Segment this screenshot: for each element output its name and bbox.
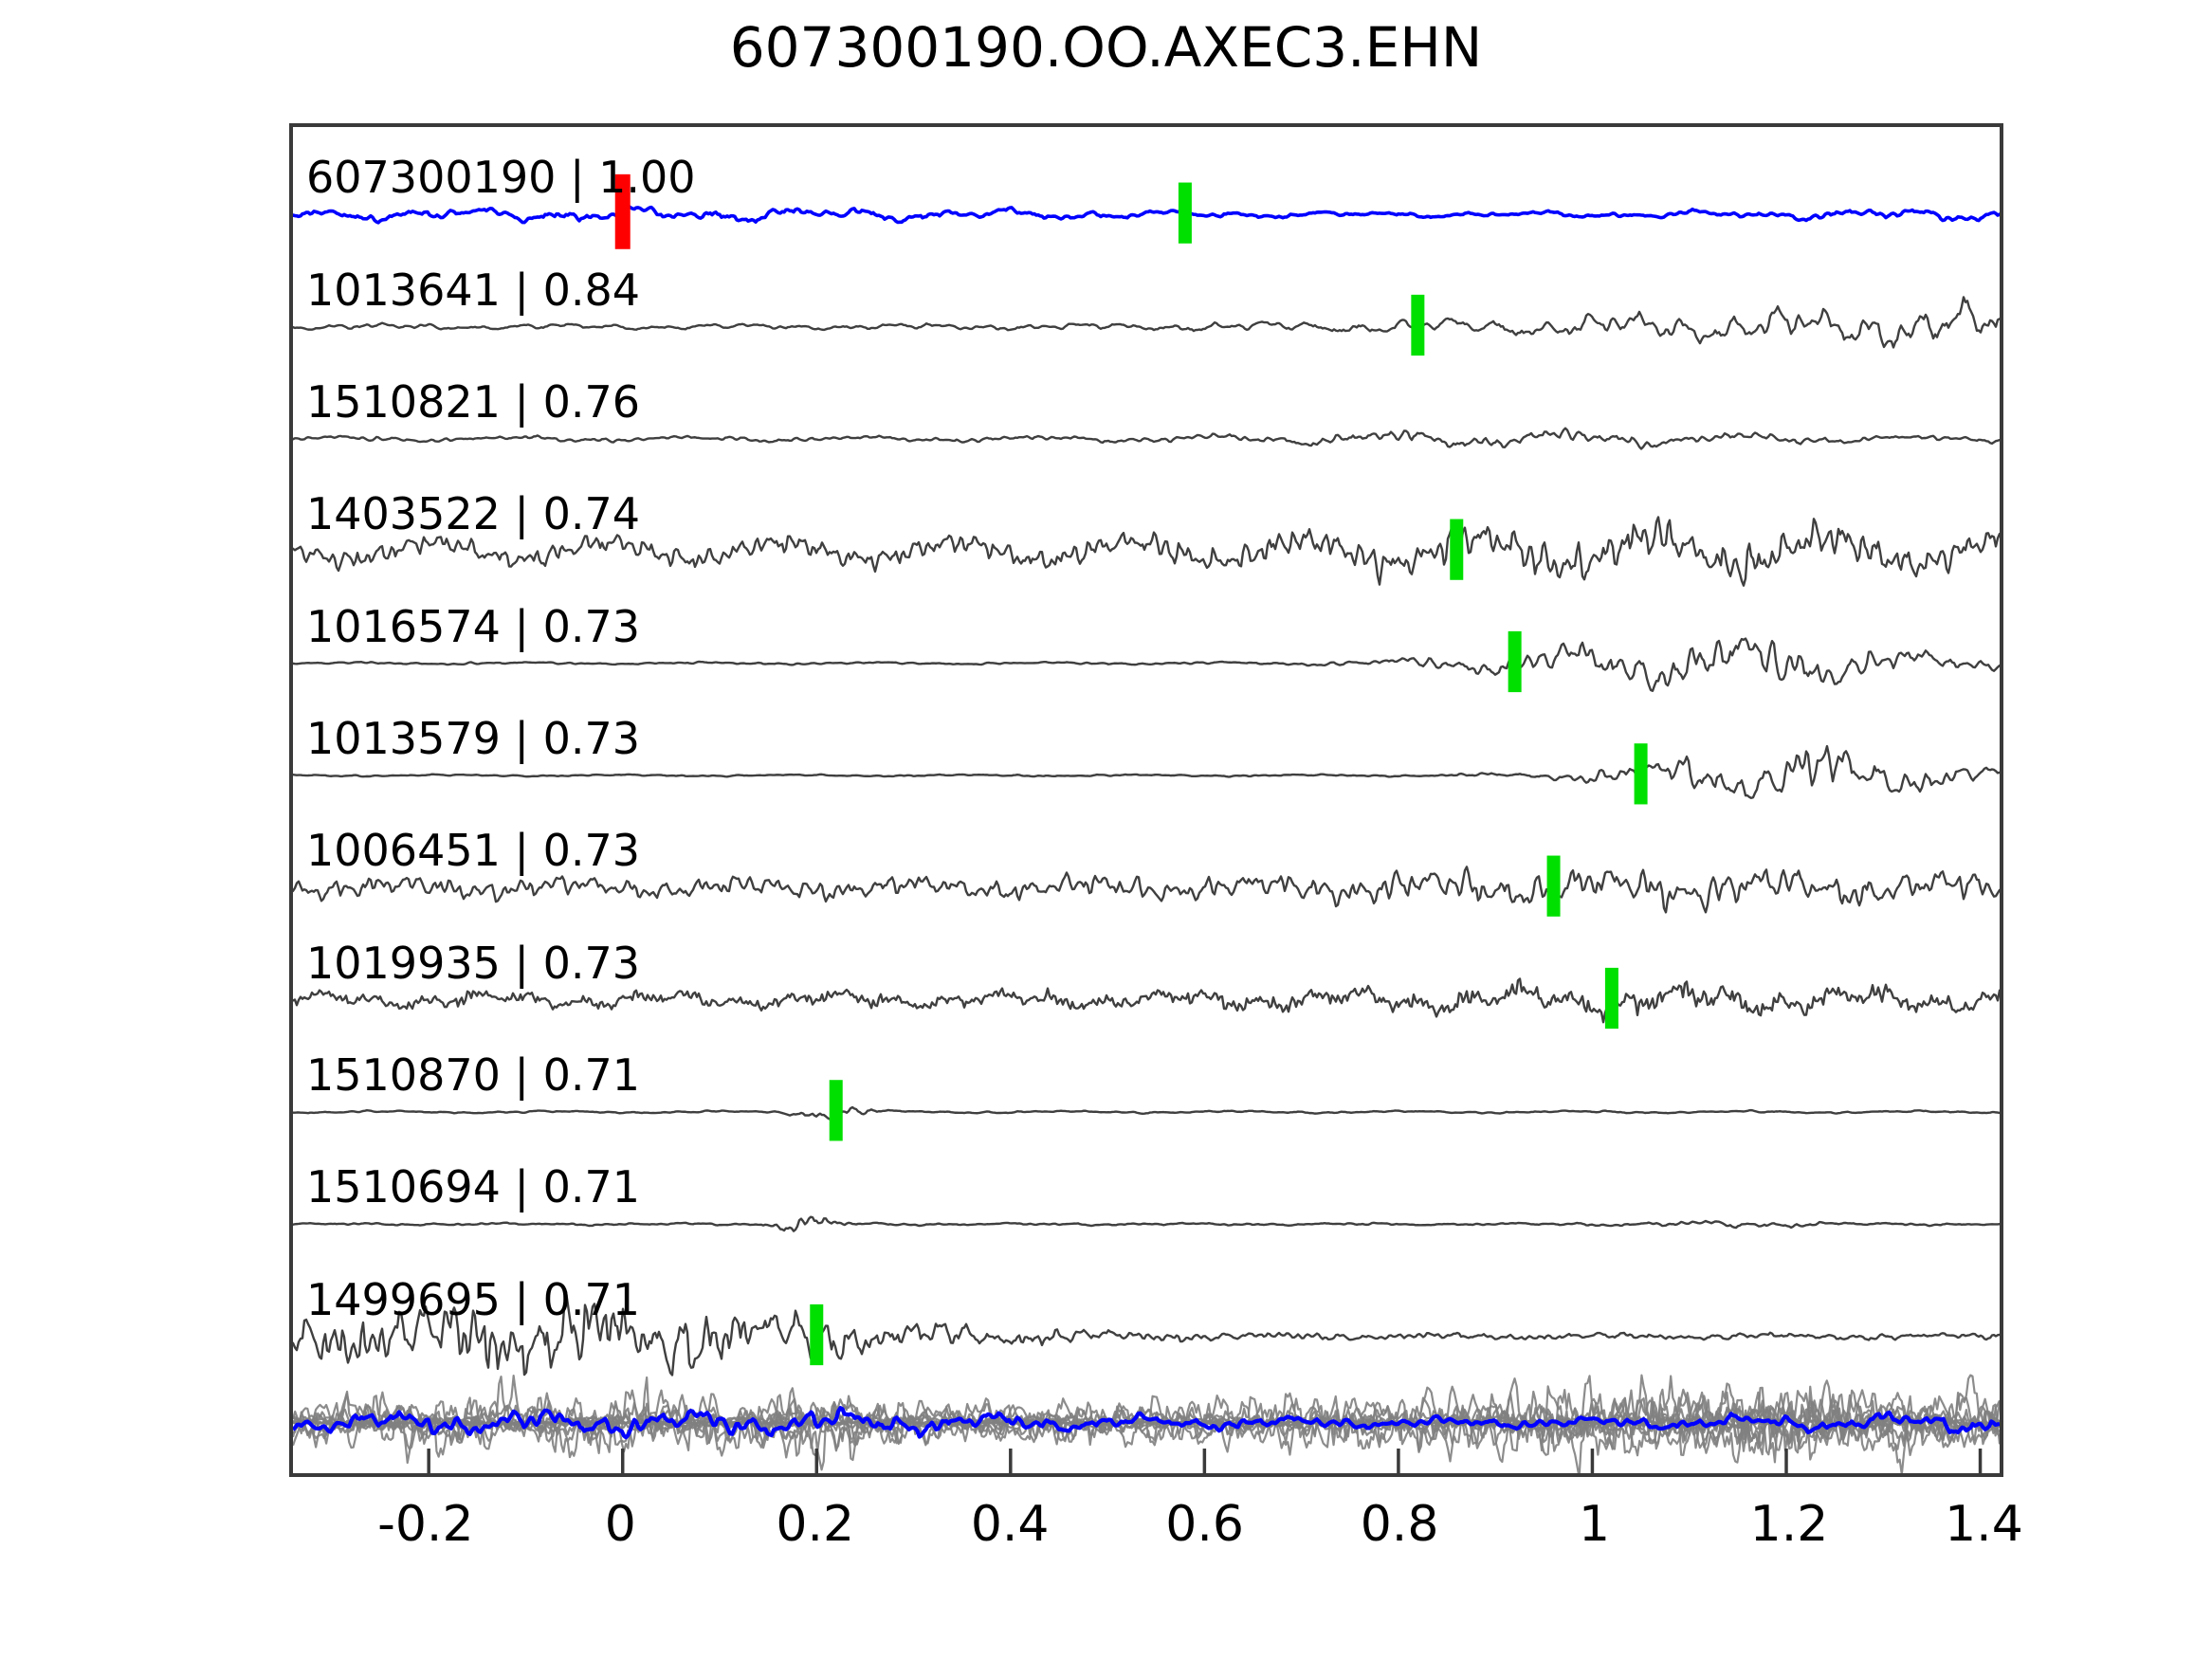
x-axis-tick-label: 1.2 [1749, 1496, 1829, 1553]
waveform-trace [293, 296, 2000, 349]
waveform-trace [293, 637, 2000, 692]
trace-label: 1019935 | 0.73 [306, 937, 641, 989]
waveform-trace [293, 204, 2000, 225]
trace-label: 1510821 | 0.76 [306, 375, 641, 428]
pick-marker-green [1178, 182, 1192, 244]
pick-marker-green [1546, 855, 1561, 917]
pick-marker-green [1450, 519, 1464, 580]
origin-marker-red [614, 173, 631, 249]
waveform-trace [293, 516, 2000, 587]
x-axis-tick-label: 0 [604, 1496, 636, 1553]
trace-label: 1403522 | 0.74 [306, 488, 641, 540]
pick-marker-green [1634, 743, 1648, 805]
x-axis-tick-label: 0.8 [1360, 1496, 1439, 1553]
pick-marker-green [810, 1304, 824, 1366]
page-title: 607300190.OO.AXEC3.EHN [729, 15, 1483, 80]
x-axis-tick-label: 1.4 [1945, 1496, 2023, 1553]
trace-label: 607300190 | 1.00 [306, 152, 696, 204]
trace-label: 1013641 | 0.84 [306, 264, 641, 316]
x-axis-tick-label: -0.2 [377, 1496, 474, 1553]
x-axis-tick-label: 0.4 [970, 1496, 1050, 1553]
trace-label: 1016574 | 0.73 [306, 600, 641, 652]
waveform-trace [293, 977, 2000, 1024]
trace-label: 1510870 | 0.71 [306, 1048, 641, 1101]
pick-marker-green [1411, 294, 1425, 356]
trace-label: 1499695 | 0.71 [306, 1273, 641, 1325]
waveform-trace [293, 1290, 2000, 1376]
pick-marker-green [1604, 967, 1618, 1030]
x-axis-tick-label: 0.2 [776, 1496, 855, 1553]
waveform-canvas [293, 173, 2000, 1473]
plot-area [289, 123, 2003, 1477]
x-axis-tick-label: 0.6 [1165, 1496, 1244, 1553]
pick-marker-green [1508, 630, 1522, 693]
waveform-trace [293, 744, 2000, 799]
pick-marker-green [829, 1080, 843, 1141]
x-axis-tick-label: 1 [1578, 1496, 1611, 1553]
stack-template-trace [293, 1406, 2000, 1440]
trace-label: 1013579 | 0.73 [306, 712, 641, 764]
waveform-trace [293, 866, 2000, 914]
trace-label: 1006451 | 0.73 [306, 825, 641, 877]
trace-label: 1510694 | 0.71 [306, 1161, 641, 1213]
waveform-trace [293, 1105, 2000, 1121]
waveform-trace [293, 1215, 2000, 1232]
waveform-trace [293, 427, 2000, 450]
